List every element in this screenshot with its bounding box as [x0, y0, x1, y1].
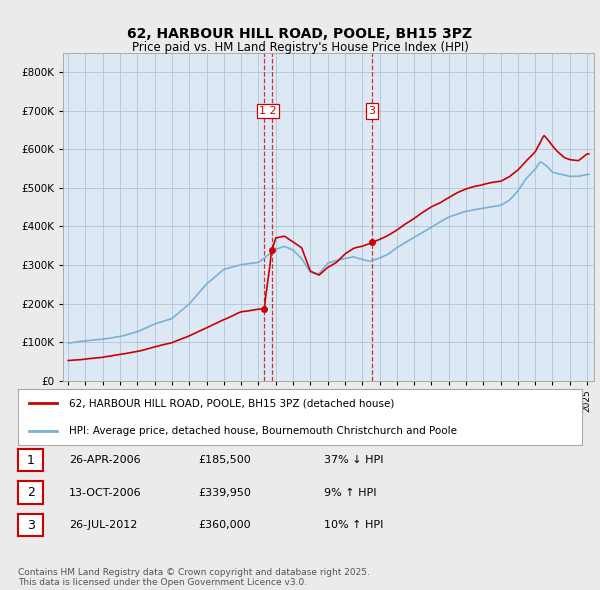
Text: 26-APR-2006: 26-APR-2006 [69, 455, 140, 465]
Point [367, 237, 377, 247]
Text: 3: 3 [26, 519, 35, 532]
Text: £360,000: £360,000 [198, 520, 251, 530]
Point [259, 304, 269, 314]
Text: 13-OCT-2006: 13-OCT-2006 [69, 488, 142, 497]
Text: 62, HARBOUR HILL ROAD, POOLE, BH15 3PZ (detached house): 62, HARBOUR HILL ROAD, POOLE, BH15 3PZ (… [69, 398, 394, 408]
Text: 10% ↑ HPI: 10% ↑ HPI [324, 520, 383, 530]
Text: 1: 1 [26, 454, 35, 467]
Text: Contains HM Land Registry data © Crown copyright and database right 2025.
This d: Contains HM Land Registry data © Crown c… [18, 568, 370, 587]
Text: £339,950: £339,950 [198, 488, 251, 497]
Text: 9% ↑ HPI: 9% ↑ HPI [324, 488, 377, 497]
Text: 62, HARBOUR HILL ROAD, POOLE, BH15 3PZ: 62, HARBOUR HILL ROAD, POOLE, BH15 3PZ [127, 27, 473, 41]
Text: Price paid vs. HM Land Registry's House Price Index (HPI): Price paid vs. HM Land Registry's House … [131, 41, 469, 54]
Text: 26-JUL-2012: 26-JUL-2012 [69, 520, 137, 530]
Text: 2: 2 [26, 486, 35, 499]
Text: 37% ↓ HPI: 37% ↓ HPI [324, 455, 383, 465]
Text: HPI: Average price, detached house, Bournemouth Christchurch and Poole: HPI: Average price, detached house, Bour… [69, 427, 457, 437]
Text: 1 2: 1 2 [259, 106, 277, 116]
Point [268, 245, 277, 254]
Text: 3: 3 [368, 106, 376, 116]
Text: £185,500: £185,500 [198, 455, 251, 465]
